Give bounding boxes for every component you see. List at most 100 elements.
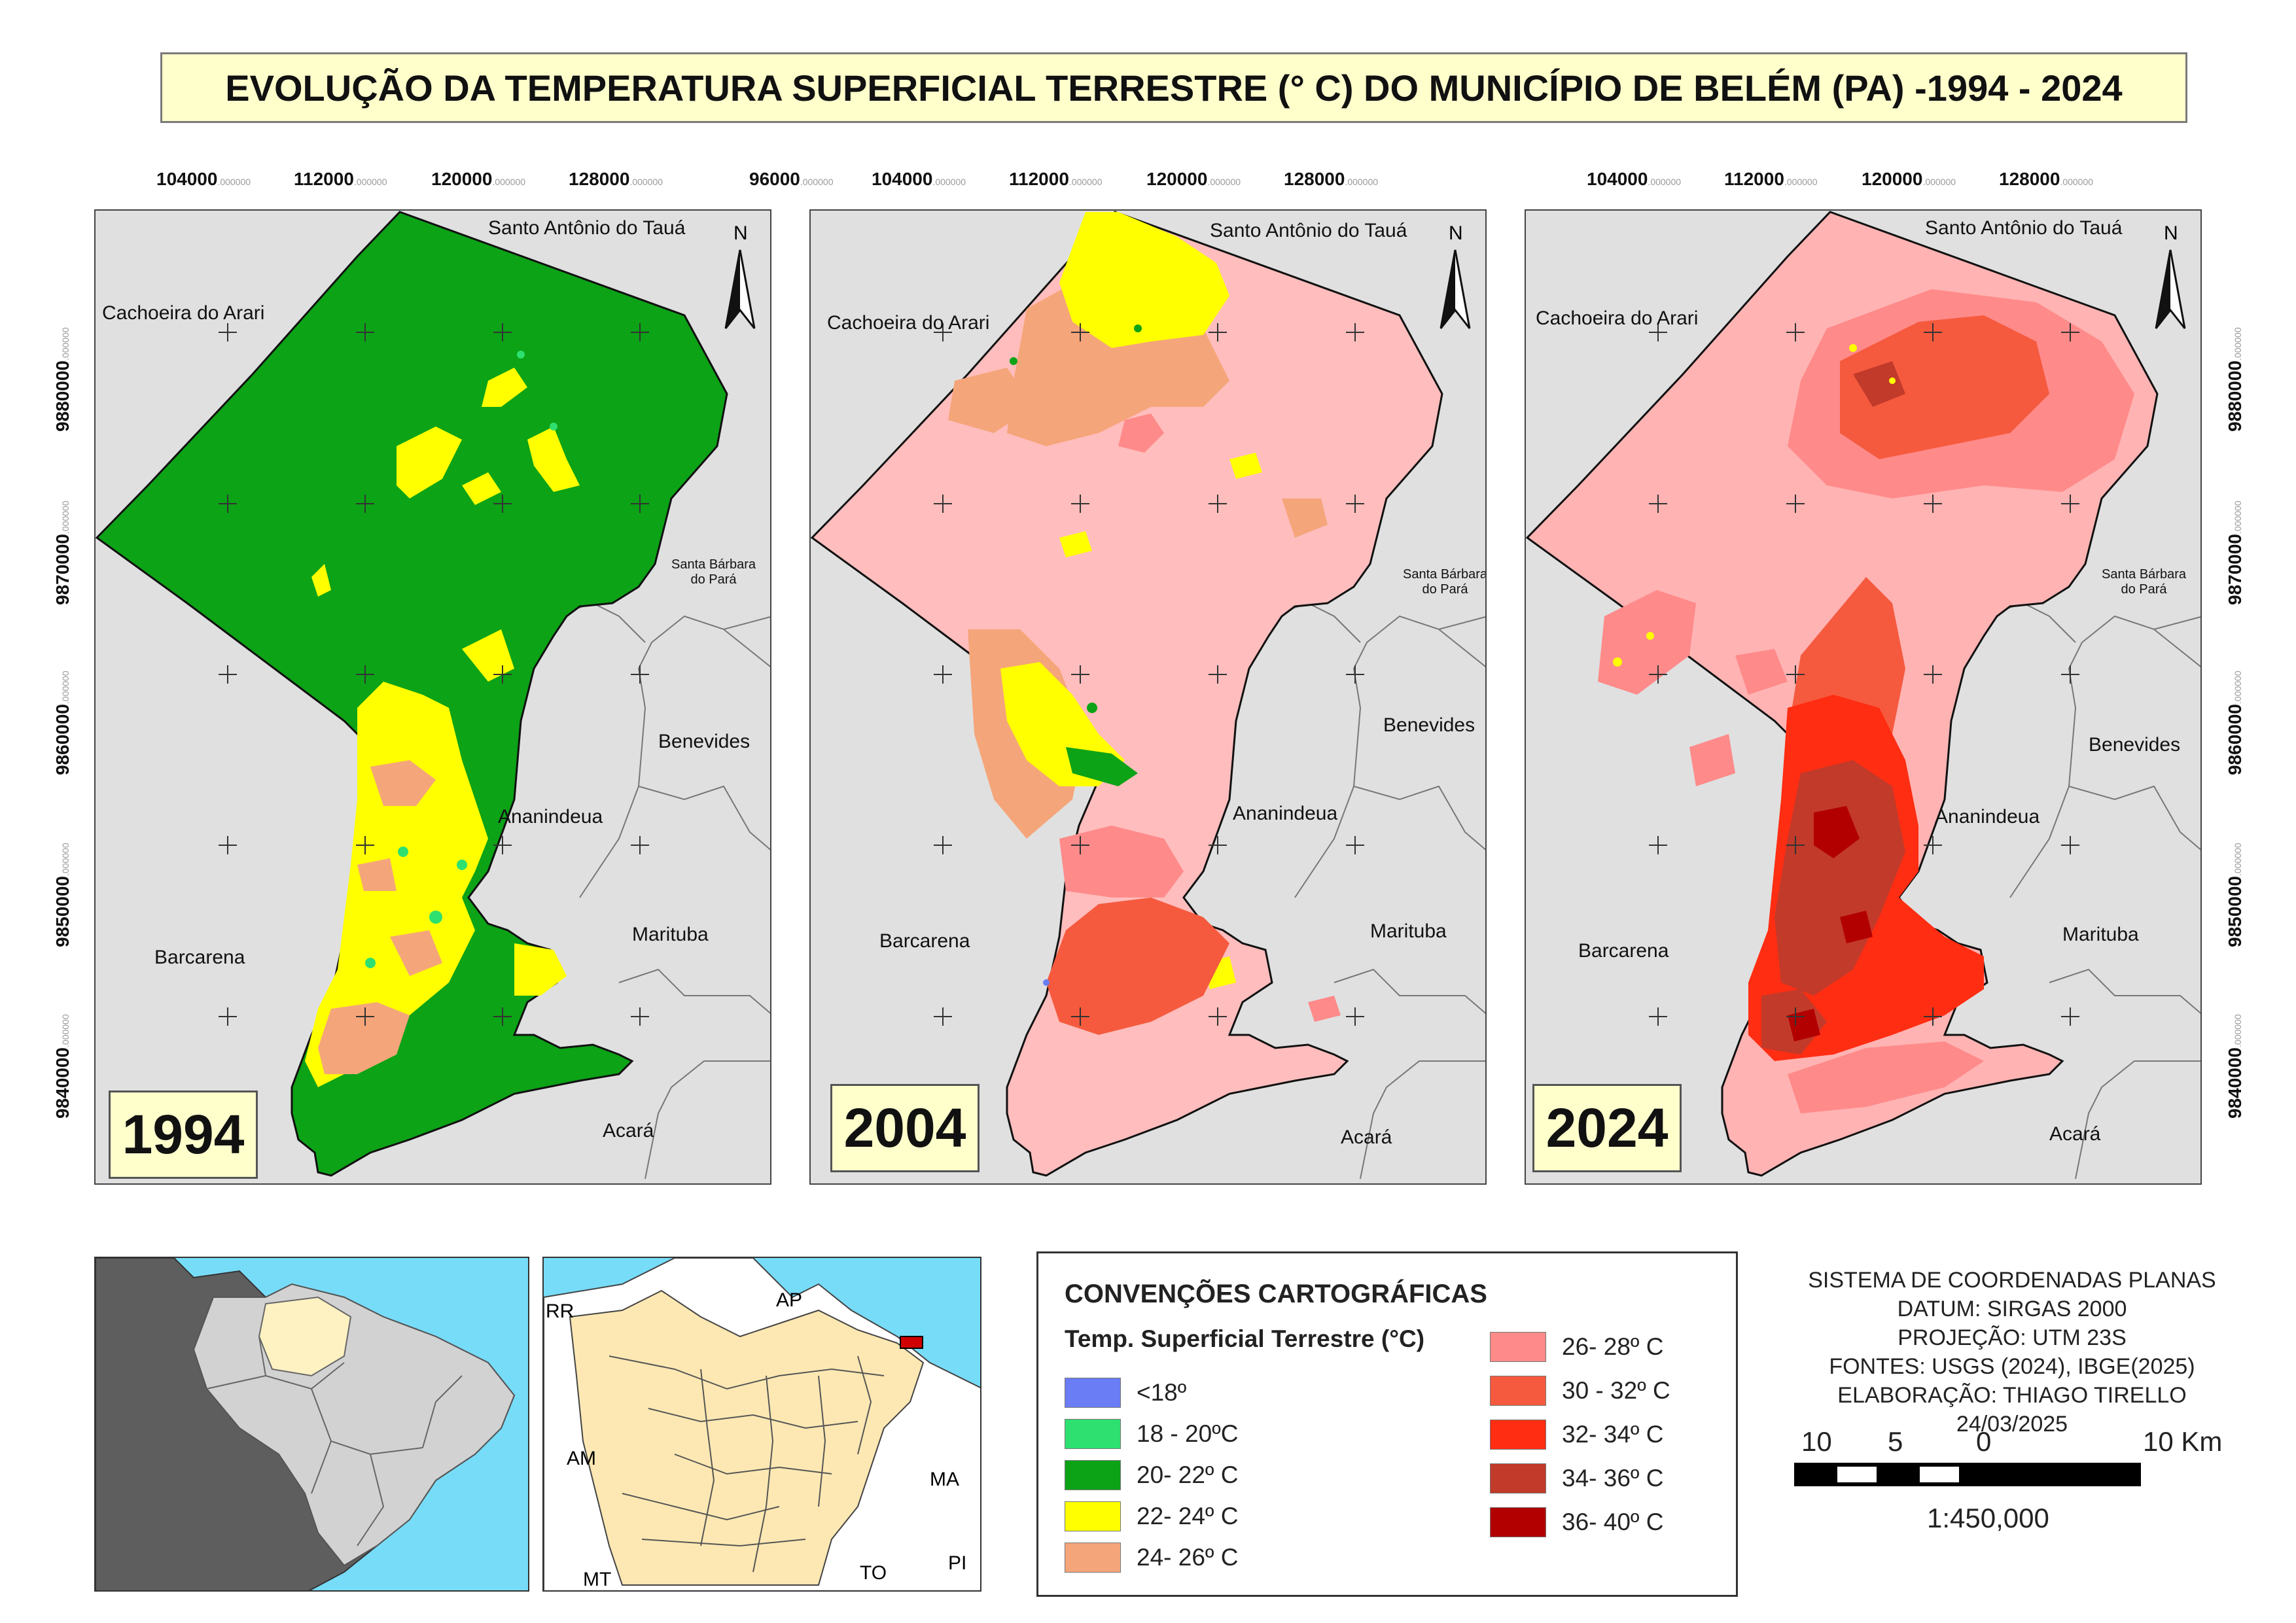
place-ananindeua: Ananindeua (1233, 803, 1338, 824)
legend-swatch (1065, 1378, 1121, 1408)
place-santa-barbara: Santa Bárbara do Pará (671, 557, 756, 587)
y-tick-label: 9860000.000000 (2225, 671, 2245, 775)
x-tick-label: 112000.000000 (1009, 169, 1103, 189)
scale-label-10km: 10 Km (2143, 1426, 2223, 1457)
place-acara: Acará (603, 1120, 654, 1142)
legend-label: 32- 34º C (1562, 1421, 1664, 1448)
legend-swatch (1490, 1420, 1546, 1450)
map-panel-2024[interactable]: N Santo Antônio do Tauá Cachoeira do Ara… (1525, 209, 2202, 1185)
place-benevides: Benevides (1383, 714, 1475, 736)
x-tick-label: 120000.000000 (431, 169, 526, 189)
y-tick-label: 9870000.000000 (2225, 500, 2245, 605)
legend-label: 34- 36º C (1562, 1465, 1664, 1492)
map-1994 (96, 211, 770, 1179)
y-tick-label: 9880000.000000 (52, 327, 73, 432)
info-author: ELABORAÇÃO: THIAGO TIRELLO (1837, 1383, 2187, 1408)
place-santo-antonio: Santo Antônio do Tauá (1925, 217, 2123, 239)
place-barcarena: Barcarena (154, 947, 245, 968)
place-barcarena: Barcarena (879, 930, 970, 952)
para-map (544, 1258, 980, 1590)
place-santo-antonio: Santo Antônio do Tauá (1210, 220, 1407, 241)
place-santa-barbara: Santa Bárbara do Pará (2102, 567, 2186, 597)
legend-swatch (1490, 1376, 1546, 1406)
place-marituba: Marituba (2062, 924, 2139, 945)
y-tick-label: 9880000.000000 (2225, 327, 2245, 432)
place-marituba: Marituba (1370, 920, 1447, 942)
scale-bar (1793, 1461, 2159, 1488)
place-santa-barbara: Santa Bárbara do Pará (1403, 567, 1487, 597)
legend-subtitle: Temp. Superficial Terrestre (°C) (1065, 1325, 1425, 1352)
legend: CONVENÇÕES CARTOGRÁFICAS Temp. Superfici… (1036, 1251, 1738, 1597)
north-label: N (1449, 222, 1463, 244)
map-2024 (1526, 211, 2200, 1179)
y-tick-label: 9860000.000000 (52, 671, 73, 775)
legend-title: CONVENÇÕES CARTOGRÁFICAS (1065, 1280, 1487, 1308)
x-tick-label: 104000.000000 (872, 169, 966, 189)
scale-label-0: 0 (1976, 1426, 1992, 1457)
place-santo-antonio: Santo Antônio do Tauá (488, 217, 686, 239)
x-tick-label: 104000.000000 (156, 169, 251, 189)
x-tick-label: 120000.000000 (1146, 169, 1241, 189)
info-projection: PROJEÇÃO: UTM 23S (1898, 1325, 2127, 1350)
inset-para: RR AP AM MA MT TO PI (542, 1257, 981, 1592)
label-am: AM (567, 1448, 596, 1469)
label-rr: RR (546, 1300, 574, 1322)
info-datum: DATUM: SIRGAS 2000 (1897, 1297, 2127, 1321)
legend-swatch (1065, 1543, 1121, 1573)
place-ananindeua: Ananindeua (1935, 806, 2040, 828)
map-panel-1994[interactable]: N Santo Antônio do Tauá Cachoeira do Ara… (94, 209, 771, 1185)
place-benevides: Benevides (2089, 734, 2181, 756)
place-marituba: Marituba (632, 924, 709, 945)
map-panel-2004[interactable]: N Santo Antônio do Tauá Cachoeira do Ara… (809, 209, 1487, 1185)
legend-label: 24- 26º C (1137, 1544, 1239, 1571)
info-date: 24/03/2025 (1956, 1412, 2068, 1437)
x-tick-label: 112000.000000 (1724, 169, 1818, 189)
x-tick-label: 128000.000000 (1999, 169, 2094, 189)
legend-label: 20- 22º C (1137, 1461, 1239, 1488)
y-tick-label: 9870000.000000 (52, 500, 73, 605)
x-tick-label: 128000.000000 (569, 169, 663, 189)
legend-label: <18º (1137, 1379, 1187, 1406)
year-label-1994: 1994 (109, 1091, 258, 1179)
place-barcarena: Barcarena (1578, 940, 1669, 962)
info-sources: FONTES: USGS (2024), IBGE(2025) (1829, 1354, 2195, 1379)
label-pi: PI (948, 1552, 967, 1574)
place-cachoeira: Cachoeira do Arari (102, 302, 265, 324)
place-acara: Acará (2049, 1123, 2101, 1145)
x-tick-label: 128000.000000 (1284, 169, 1379, 189)
year-label-2004: 2004 (830, 1084, 980, 1172)
y-tick-label: 9840000.000000 (2225, 1014, 2245, 1119)
legend-label: 22- 24º C (1137, 1503, 1239, 1529)
x-tick-label: 96000.000000 (749, 169, 834, 189)
legend-swatch (1490, 1332, 1546, 1362)
y-tick-label: 9850000.000000 (52, 843, 73, 947)
scale-label-5: 5 (1888, 1426, 1903, 1457)
info-coordinate-system: SISTEMA DE COORDENADAS PLANAS (1808, 1268, 2216, 1293)
south-america-map (96, 1258, 516, 1590)
legend-label: 26- 28º C (1562, 1333, 1664, 1360)
legend-swatch (1490, 1507, 1546, 1537)
legend-label: 18 - 20ºC (1137, 1420, 1239, 1447)
x-tick-label: 120000.000000 (1862, 169, 1956, 189)
legend-swatch (1065, 1460, 1121, 1490)
scale-label-10: 10 (1801, 1426, 1832, 1457)
y-tick-label: 9850000.000000 (2225, 843, 2245, 947)
place-acara: Acará (1341, 1126, 1392, 1148)
label-ap: AP (776, 1289, 803, 1311)
label-mt: MT (583, 1569, 612, 1590)
map-2004 (811, 211, 1485, 1179)
info-block: SISTEMA DE COORDENADAS PLANAS DATUM: SIR… (1740, 1266, 2284, 1439)
legend-swatch (1490, 1463, 1546, 1493)
scale-bar-graphic (1794, 1463, 2141, 1486)
north-label: N (2164, 222, 2178, 244)
scale-ratio: 1:450,000 (1927, 1503, 2049, 1533)
place-ananindeua: Ananindeua (498, 806, 603, 828)
place-benevides: Benevides (658, 731, 751, 752)
label-to: TO (860, 1562, 887, 1584)
x-tick-label: 112000.000000 (294, 169, 387, 189)
x-tick-label: 104000.000000 (1587, 169, 1682, 189)
label-ma: MA (930, 1469, 959, 1490)
legend-swatch (1065, 1501, 1121, 1531)
north-label: N (733, 222, 748, 244)
year-label-2024: 2024 (1532, 1084, 1682, 1172)
